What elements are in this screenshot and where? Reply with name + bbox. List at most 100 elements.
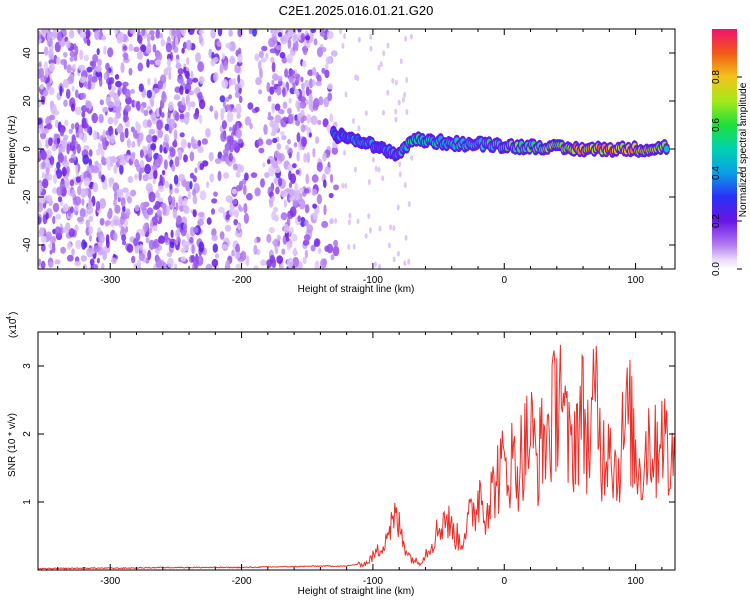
heatmap-cell	[167, 110, 171, 119]
heatmap-cell	[147, 147, 153, 159]
heatmap-cell	[279, 52, 286, 59]
heatmap-cell	[281, 248, 286, 255]
heatmap-cell	[99, 233, 105, 244]
heatmap-cell	[62, 78, 70, 89]
heatmap-cell	[173, 263, 178, 269]
heatmap-cell	[382, 109, 385, 116]
heatmap-cell	[93, 130, 98, 141]
heatmap-cell	[394, 79, 398, 86]
heatmap-cell	[334, 217, 338, 224]
heatmap-cell	[184, 88, 189, 95]
heatmap-cell	[302, 60, 307, 68]
heatmap-cell	[179, 205, 185, 212]
heatmap-cell	[88, 225, 94, 235]
heatmap-cell	[83, 145, 90, 151]
heatmap-cell	[50, 103, 57, 115]
heatmap-cell	[58, 146, 66, 153]
heatmap-cell	[136, 34, 143, 44]
heatmap-cell	[40, 149, 47, 160]
heatmap-cell	[183, 197, 188, 205]
heatmap-cell	[258, 50, 264, 59]
heatmap-cell	[143, 109, 149, 117]
heatmap-cell	[181, 47, 185, 54]
heatmap-cell	[368, 227, 372, 234]
heatmap-cell	[168, 118, 176, 130]
heatmap-cell	[42, 89, 49, 97]
snr-frame	[37, 331, 676, 571]
y-tick-label: 1	[22, 499, 33, 505]
heatmap-cell	[297, 101, 301, 113]
heatmap-cell	[40, 236, 47, 243]
heatmap-cell	[108, 125, 114, 137]
heatmap-cell	[323, 96, 330, 108]
heatmap-cell	[294, 182, 299, 193]
heatmap-cell	[379, 61, 383, 68]
heatmap-cell	[280, 212, 288, 221]
heatmap-cell	[147, 77, 151, 86]
heatmap-cell	[265, 52, 269, 60]
heatmap-cell	[49, 156, 55, 166]
heatmap-cell	[371, 156, 375, 163]
heatmap-cell	[235, 128, 242, 139]
heatmap-cell	[209, 105, 214, 112]
heatmap-cell	[212, 243, 218, 253]
heatmap-cell	[139, 149, 144, 158]
heatmap-cell	[172, 208, 178, 220]
heatmap-cell	[299, 216, 306, 228]
heatmap-cell	[140, 44, 147, 53]
heatmap-cell	[169, 241, 175, 249]
heatmap-cell	[165, 141, 169, 152]
heatmap-cell	[237, 53, 243, 64]
heatmap-cell	[100, 174, 106, 183]
heatmap-cell	[343, 149, 347, 156]
heatmap-cell	[332, 245, 340, 257]
heatmap-cell	[288, 97, 292, 104]
heatmap-cell	[377, 64, 381, 71]
heatmap-cell	[174, 86, 181, 93]
heatmap-cell	[221, 53, 225, 60]
heatmap-cell	[138, 83, 144, 92]
heatmap-cell	[305, 86, 310, 97]
heatmap-cell	[333, 239, 338, 248]
heatmap-cell	[297, 29, 302, 33]
heatmap-cell	[91, 112, 99, 124]
heatmap-cell	[339, 29, 342, 35]
heatmap-cell	[56, 186, 63, 196]
heatmap-cell	[168, 70, 172, 81]
heatmap-cell	[66, 64, 72, 74]
heatmap-cell	[69, 56, 74, 62]
heatmap-cell	[107, 101, 115, 109]
heatmap-cell	[323, 204, 327, 216]
heatmap-cell	[182, 241, 190, 252]
heatmap-cell	[282, 101, 288, 109]
heatmap-cell	[146, 207, 154, 216]
heatmap-cell	[147, 249, 152, 261]
heatmap-cell	[171, 164, 176, 172]
heatmap-cell	[41, 172, 46, 179]
heatmap-cell	[272, 73, 279, 81]
heatmap-cell	[175, 238, 179, 246]
heatmap-cell	[80, 255, 88, 262]
heatmap-cell	[48, 137, 53, 147]
heatmap-cell	[276, 85, 282, 96]
x-tick-label: -200	[232, 576, 252, 587]
heatmap-cell	[48, 49, 54, 60]
heatmap-cell	[68, 157, 75, 164]
heatmap-cell	[281, 134, 287, 141]
heatmap-cell	[205, 128, 211, 138]
heatmap-cell	[287, 29, 294, 37]
heatmap-cell	[238, 95, 243, 104]
heatmap-cell	[88, 149, 93, 157]
heatmap-cell	[300, 76, 304, 83]
heatmap-cell	[333, 121, 337, 128]
heatmap-cell	[219, 63, 224, 74]
heatmap-cell	[140, 202, 146, 212]
heatmap-cell	[66, 143, 70, 155]
heatmap-cell	[116, 126, 123, 133]
heatmap-cell	[113, 164, 118, 174]
heatmap-cell	[348, 212, 352, 219]
heatmap-cell	[306, 224, 314, 234]
heatmap-cell	[121, 234, 127, 242]
